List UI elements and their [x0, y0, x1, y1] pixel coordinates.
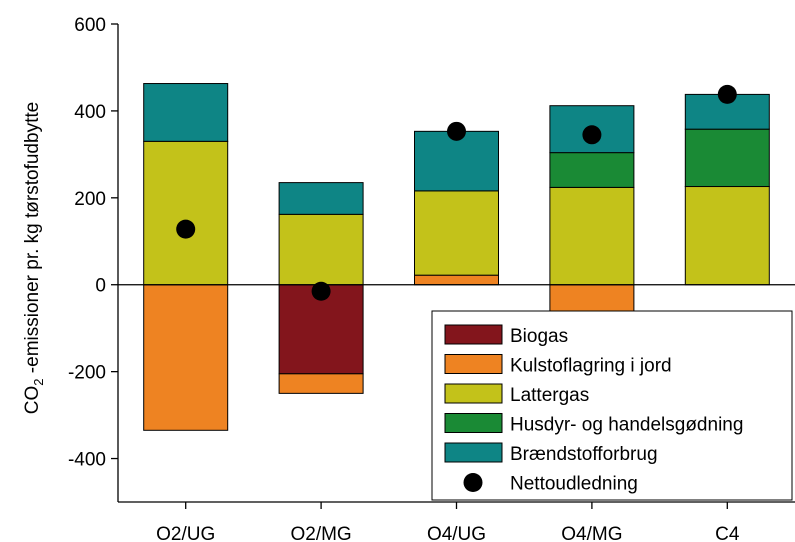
x-tick-label: O2/UG	[156, 524, 215, 542]
bar-c4-series-3	[684, 128, 770, 188]
y-axis-label-suffix: -emissioner pr. kg tørstofudbytte	[22, 102, 43, 379]
legend-swatch	[444, 354, 503, 374]
legend-label: Kulstoflagring i jord	[510, 356, 672, 377]
legend-swatch	[444, 442, 503, 463]
x-tick-label: O2/MG	[290, 524, 351, 542]
y-tick-label: 600	[74, 15, 106, 36]
y-tick-label: 0	[95, 276, 106, 297]
y-tick-label: 200	[74, 189, 106, 210]
legend-label: Brændstofforbrug	[510, 444, 658, 465]
y-axis-label-subscript: 2	[31, 378, 46, 385]
bar-o4-mg-series-3	[549, 152, 635, 188]
y-tick-label: -400	[68, 450, 106, 471]
y-axis-label-prefix: CO	[22, 386, 43, 415]
legend-swatch	[444, 413, 503, 433]
point-o4-mg	[582, 125, 602, 145]
legend-marker	[463, 473, 483, 492]
x-tick-label: C4	[715, 524, 740, 542]
legend-label: Husdyr- og handelsgødning	[510, 415, 743, 436]
y-tick-label: -200	[68, 363, 106, 384]
bar-o4-mg-series-2	[549, 186, 635, 286]
x-tick-label: O4/UG	[427, 524, 486, 542]
y-tick-label: 400	[74, 102, 106, 123]
legend-label: Lattergas	[510, 385, 589, 406]
point-o2-mg	[311, 281, 331, 301]
legend: Biogas Kulstoflagring i jord Lattergas Husd…	[431, 310, 793, 501]
bar-c4-series-2	[684, 186, 770, 286]
bar-o4-ug-series-2	[414, 190, 499, 276]
bar-o2-mg-series-4	[278, 182, 364, 215]
bar-o2-mg-series-1	[278, 373, 364, 394]
x-tick-label: O4/MG	[561, 524, 622, 542]
bars-layer	[143, 83, 770, 431]
bar-o2-ug-series-2	[143, 140, 229, 286]
legend-swatch	[444, 324, 503, 345]
y-axis-label: CO2 -emissioner pr. kg tørstofudbytte	[22, 102, 46, 414]
legend-label: Nettoudledning	[510, 474, 638, 495]
legend-swatch	[444, 383, 503, 404]
bar-o4-mg-series-1	[549, 284, 635, 314]
legend-label: Biogas	[510, 326, 568, 347]
bar-o2-ug-series-1	[143, 284, 229, 431]
point-c4	[717, 84, 737, 104]
bar-o2-ug-series-4	[143, 83, 229, 142]
bar-o2-mg-series-2	[278, 213, 364, 286]
points-layer	[176, 84, 737, 301]
axes: -400 -200 0 200 400 600 O2/UG O2/MG O4/UG O4/MG C4	[68, 15, 795, 542]
plot-area: -400 -200 0 200 400 600 O2/UG O2/MG O4/UG O4/MG C4	[68, 15, 795, 542]
point-o2-ug	[176, 219, 196, 239]
bar-o4-ug-series-1	[414, 274, 499, 286]
point-o4-ug	[447, 121, 466, 141]
